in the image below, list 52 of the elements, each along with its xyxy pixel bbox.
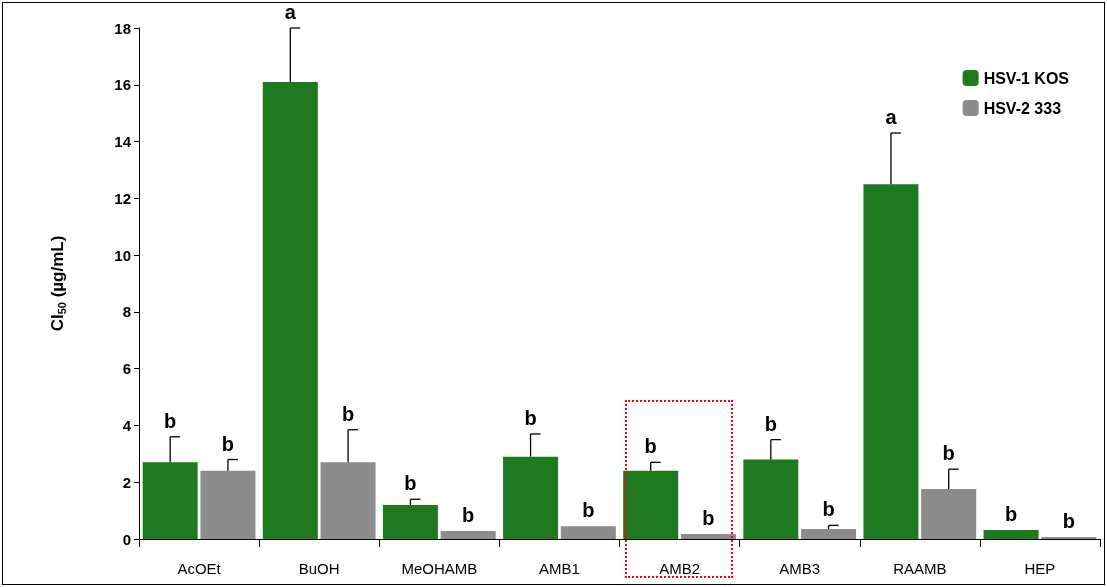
x-tick-label: RAAMB bbox=[893, 560, 947, 577]
x-tick-label: AMB3 bbox=[779, 560, 821, 577]
bar bbox=[503, 456, 559, 539]
legend-label: HSV-2 333 bbox=[983, 99, 1062, 117]
data-label: b bbox=[462, 504, 475, 527]
bar bbox=[320, 462, 376, 539]
bar bbox=[440, 531, 496, 539]
x-tick-label: AcOEt bbox=[177, 560, 222, 577]
data-label: b bbox=[942, 442, 955, 465]
y-tick-label: 10 bbox=[114, 246, 131, 264]
data-label: a bbox=[885, 106, 898, 129]
bar bbox=[863, 184, 919, 539]
bar bbox=[560, 526, 616, 539]
y-axis-title: CI50 (µg/mL) bbox=[48, 235, 68, 332]
bar bbox=[200, 470, 256, 539]
x-tick-label: HEP bbox=[1024, 560, 1056, 577]
bar bbox=[983, 529, 1039, 539]
y-tick-label: 18 bbox=[114, 19, 131, 37]
bar bbox=[921, 489, 977, 539]
data-label: b bbox=[221, 432, 235, 455]
y-tick-label: 14 bbox=[114, 133, 132, 151]
data-label: b bbox=[404, 472, 417, 495]
x-tick-label: BuOH bbox=[298, 560, 340, 577]
bar bbox=[680, 533, 736, 539]
data-label: b bbox=[764, 412, 777, 435]
data-label: b bbox=[341, 402, 355, 425]
legend-label: HSV-1 KOS bbox=[983, 69, 1070, 87]
y-tick-label: 8 bbox=[122, 303, 131, 321]
y-tick-label: 2 bbox=[122, 473, 131, 491]
bar bbox=[801, 529, 857, 539]
y-tick-label: 0 bbox=[122, 530, 131, 548]
data-label: b bbox=[1062, 510, 1075, 533]
bar bbox=[382, 504, 438, 539]
y-tick-label: 16 bbox=[114, 76, 131, 94]
x-tick-label: AMB1 bbox=[539, 560, 580, 577]
data-label: b bbox=[644, 435, 657, 458]
data-label: b bbox=[822, 498, 835, 521]
bar bbox=[262, 81, 318, 539]
y-tick-label: 6 bbox=[122, 360, 131, 378]
bar bbox=[623, 470, 679, 539]
data-label: b bbox=[524, 406, 537, 429]
data-label: b bbox=[1004, 502, 1018, 525]
data-label: b bbox=[582, 499, 595, 522]
y-tick-label: 4 bbox=[122, 416, 132, 434]
x-tick-label: AMB2 bbox=[659, 560, 700, 577]
data-label: b bbox=[702, 506, 715, 529]
data-label: a bbox=[284, 1, 297, 23]
x-tick-label: MeOHAMB bbox=[401, 560, 478, 577]
bar bbox=[142, 462, 198, 539]
data-label: b bbox=[164, 409, 177, 432]
bar bbox=[743, 459, 799, 539]
y-tick-label: 12 bbox=[114, 189, 131, 207]
